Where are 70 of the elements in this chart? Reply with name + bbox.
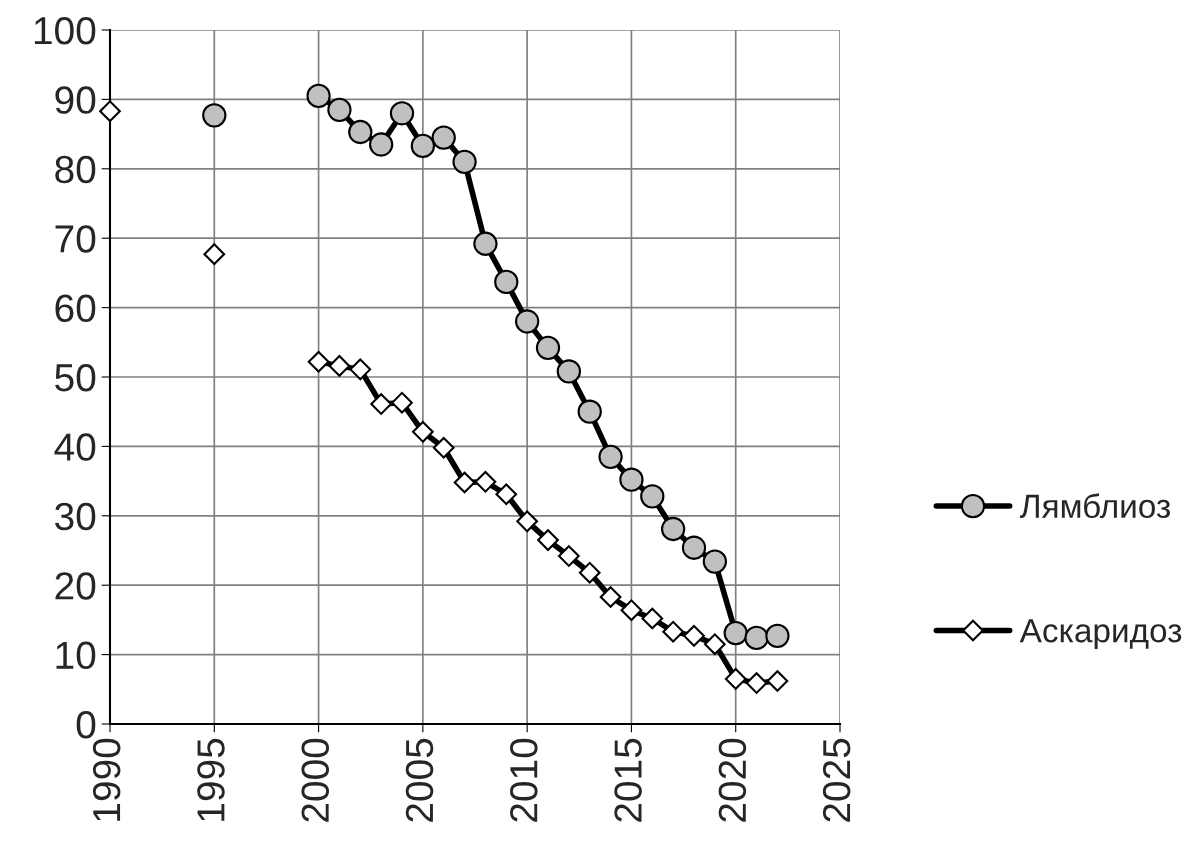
point <box>432 436 455 459</box>
y-tick-label: 80 <box>55 155 96 184</box>
point <box>328 355 351 377</box>
y-tick-label: 70 <box>55 225 96 253</box>
point <box>389 101 415 126</box>
point <box>516 510 538 533</box>
x-tick-label: 2010 <box>510 738 538 822</box>
point <box>537 529 559 551</box>
point <box>535 335 561 360</box>
y-tick-label: 10 <box>56 641 96 670</box>
point <box>412 420 434 443</box>
y-tick-label: 20 <box>55 572 96 600</box>
point <box>660 516 686 542</box>
point <box>307 350 330 373</box>
y-tick-label: 100 <box>34 16 96 45</box>
point <box>474 470 497 493</box>
point <box>99 100 121 123</box>
point <box>619 467 644 492</box>
point <box>744 625 769 651</box>
x-tick-label: 2025 <box>822 738 851 822</box>
point <box>724 668 747 690</box>
point <box>704 633 726 656</box>
point <box>702 549 728 574</box>
legend-label: Аскаридоз <box>1019 619 1182 650</box>
x-tick-label: 2015 <box>614 738 642 822</box>
point <box>494 269 519 295</box>
point <box>514 309 540 334</box>
point <box>368 132 394 157</box>
point <box>306 83 331 109</box>
x-tick-label: 1995 <box>197 738 225 821</box>
point <box>453 471 476 494</box>
x-tick-label: 2000 <box>301 738 330 822</box>
y-tick-label: 50 <box>55 363 96 392</box>
legend-label: Лямблиоз <box>1019 493 1170 519</box>
point <box>765 623 790 649</box>
x-tick-label: 2020 <box>718 738 747 822</box>
y-tick-label: 60 <box>55 294 96 323</box>
point <box>370 393 392 415</box>
point <box>599 586 622 608</box>
point <box>556 359 582 384</box>
point <box>683 625 705 647</box>
point <box>349 358 372 381</box>
point <box>640 484 665 509</box>
point <box>495 483 518 506</box>
point <box>681 535 707 560</box>
point <box>558 545 580 567</box>
y-tick-label: 40 <box>54 433 96 461</box>
y-tick-label: 0 <box>76 710 96 739</box>
point <box>723 620 748 646</box>
point <box>598 444 623 469</box>
point <box>348 119 373 145</box>
y-tick-label: 90 <box>55 86 96 114</box>
point <box>577 399 602 424</box>
y-tick-label: 30 <box>55 502 96 531</box>
point <box>203 243 226 266</box>
point <box>391 391 413 414</box>
point <box>745 672 768 694</box>
point <box>202 103 227 128</box>
point <box>452 149 477 175</box>
x-tick-label: 2005 <box>405 738 434 822</box>
point <box>473 231 498 256</box>
point <box>327 97 352 122</box>
point <box>410 133 436 159</box>
point <box>431 125 456 150</box>
point <box>662 620 684 643</box>
x-tick-label: 1990 <box>92 738 121 821</box>
point <box>578 561 601 584</box>
point <box>641 607 664 630</box>
point <box>620 599 643 622</box>
point <box>766 670 789 692</box>
